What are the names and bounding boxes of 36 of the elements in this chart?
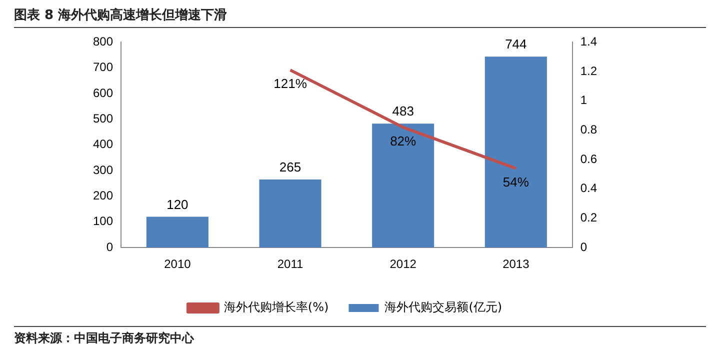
bar — [259, 180, 322, 248]
x-tick-label: 2011 — [277, 257, 304, 272]
y2-tick-label: 0.6 — [580, 152, 598, 166]
legend-label: 海外代购交易额(亿元) — [384, 300, 502, 314]
y2-tick-label: 0.2 — [580, 210, 598, 225]
y-tick-label: 600 — [92, 86, 114, 100]
chart-title: 图表 8 海外代购高速增长但增速下滑 — [14, 6, 706, 28]
y-tick-label: 700 — [92, 60, 114, 74]
x-tick-label: 2010 — [164, 257, 192, 272]
y2-tick-label: 1.4 — [580, 34, 598, 49]
x-tick-label: 2013 — [502, 257, 530, 272]
y2-tick-label: 1 — [580, 93, 588, 108]
y-tick-label: 800 — [92, 34, 114, 49]
x-tick-label: 2012 — [390, 257, 417, 272]
bar — [484, 56, 547, 248]
y-tick-label: 0 — [106, 240, 114, 254]
text: 资料来源：中国电子商务研究中心 — [14, 326, 706, 347]
bar — [372, 124, 434, 248]
legend-label: 海外代购增长率(%) — [224, 300, 329, 314]
y-tick-label: 400 — [92, 137, 114, 152]
data-label: 483 — [392, 104, 414, 119]
data-label: 54% — [502, 174, 530, 190]
y2-tick-label: 0.4 — [580, 181, 598, 196]
bar — [146, 216, 208, 248]
y2-tick-label: 0 — [580, 240, 588, 254]
data-label: 744 — [505, 36, 527, 52]
y-tick-label: 300 — [92, 162, 114, 177]
y-tick-label: 100 — [92, 214, 114, 228]
y2-tick-label: 1.2 — [580, 64, 598, 78]
data-label: 82% — [390, 133, 417, 148]
y-tick-label: 200 — [92, 188, 114, 203]
data-label: 265 — [279, 160, 302, 175]
data-label: 120 — [166, 196, 188, 212]
y-tick-label: 500 — [92, 112, 114, 126]
data-label: 121% — [274, 76, 308, 92]
y2-tick-label: 0.8 — [580, 122, 598, 137]
